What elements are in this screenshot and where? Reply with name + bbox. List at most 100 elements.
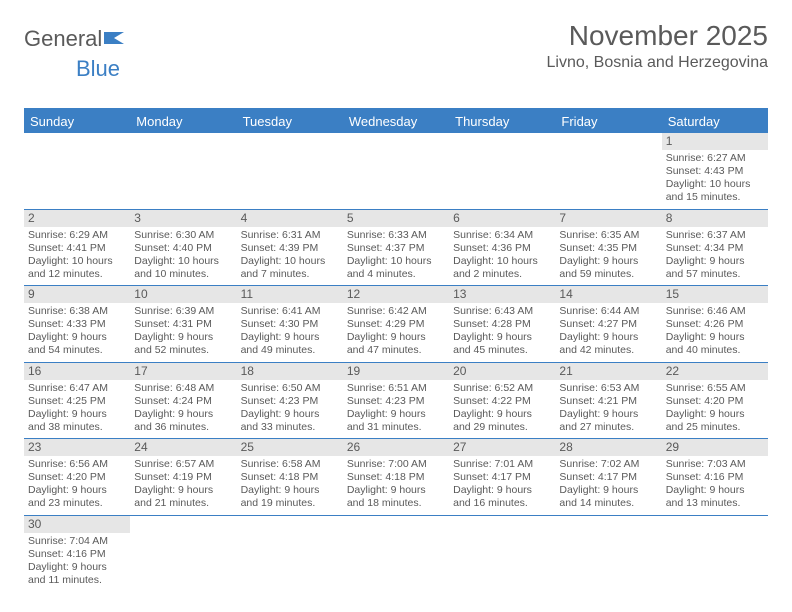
sunset-line: Sunset: 4:43 PM	[666, 165, 764, 178]
day-number	[343, 516, 449, 533]
sunset-line: Sunset: 4:21 PM	[559, 395, 657, 408]
day-number: 21	[555, 363, 661, 380]
daylight-line: Daylight: 9 hours and 36 minutes.	[134, 408, 232, 434]
sunset-line: Sunset: 4:25 PM	[28, 395, 126, 408]
cell-body: Sunrise: 6:57 AMSunset: 4:19 PMDaylight:…	[130, 456, 236, 515]
cell-body: Sunrise: 6:55 AMSunset: 4:20 PMDaylight:…	[662, 380, 768, 439]
day-number: 19	[343, 363, 449, 380]
day-number: 1	[662, 133, 768, 150]
cell-body: Sunrise: 7:00 AMSunset: 4:18 PMDaylight:…	[343, 456, 449, 515]
day-number: 17	[130, 363, 236, 380]
sunrise-line: Sunrise: 6:39 AM	[134, 305, 232, 318]
calendar-cell	[343, 516, 449, 592]
day-number: 9	[24, 286, 130, 303]
calendar-cell: 9Sunrise: 6:38 AMSunset: 4:33 PMDaylight…	[24, 286, 130, 362]
sunrise-line: Sunrise: 6:44 AM	[559, 305, 657, 318]
sunset-line: Sunset: 4:39 PM	[241, 242, 339, 255]
day-number	[24, 133, 130, 150]
cell-body: Sunrise: 7:02 AMSunset: 4:17 PMDaylight:…	[555, 456, 661, 515]
day-number	[130, 133, 236, 150]
sunrise-line: Sunrise: 6:37 AM	[666, 229, 764, 242]
cell-body: Sunrise: 7:01 AMSunset: 4:17 PMDaylight:…	[449, 456, 555, 515]
sunrise-line: Sunrise: 6:50 AM	[241, 382, 339, 395]
week-row: 23Sunrise: 6:56 AMSunset: 4:20 PMDayligh…	[24, 439, 768, 516]
daylight-line: Daylight: 9 hours and 42 minutes.	[559, 331, 657, 357]
calendar-cell: 15Sunrise: 6:46 AMSunset: 4:26 PMDayligh…	[662, 286, 768, 362]
day-number: 20	[449, 363, 555, 380]
day-number: 25	[237, 439, 343, 456]
calendar-cell	[130, 133, 236, 209]
daylight-line: Daylight: 9 hours and 29 minutes.	[453, 408, 551, 434]
sunset-line: Sunset: 4:29 PM	[347, 318, 445, 331]
sunset-line: Sunset: 4:23 PM	[347, 395, 445, 408]
sunrise-line: Sunrise: 7:01 AM	[453, 458, 551, 471]
sunrise-line: Sunrise: 6:56 AM	[28, 458, 126, 471]
sunrise-line: Sunrise: 7:04 AM	[28, 535, 126, 548]
sunrise-line: Sunrise: 7:02 AM	[559, 458, 657, 471]
cell-body	[555, 150, 661, 198]
daylight-line: Daylight: 9 hours and 31 minutes.	[347, 408, 445, 434]
day-header: Saturday	[662, 110, 768, 133]
day-header-row: SundayMondayTuesdayWednesdayThursdayFrid…	[24, 110, 768, 133]
calendar-cell	[555, 133, 661, 209]
day-number	[662, 516, 768, 533]
day-number	[449, 516, 555, 533]
cell-body	[662, 533, 768, 581]
cell-body: Sunrise: 6:35 AMSunset: 4:35 PMDaylight:…	[555, 227, 661, 286]
weeks-container: 1Sunrise: 6:27 AMSunset: 4:43 PMDaylight…	[24, 133, 768, 591]
cell-body: Sunrise: 6:56 AMSunset: 4:20 PMDaylight:…	[24, 456, 130, 515]
calendar-cell: 13Sunrise: 6:43 AMSunset: 4:28 PMDayligh…	[449, 286, 555, 362]
calendar-cell: 11Sunrise: 6:41 AMSunset: 4:30 PMDayligh…	[237, 286, 343, 362]
sunrise-line: Sunrise: 6:33 AM	[347, 229, 445, 242]
daylight-line: Daylight: 9 hours and 38 minutes.	[28, 408, 126, 434]
sunset-line: Sunset: 4:41 PM	[28, 242, 126, 255]
calendar-cell: 17Sunrise: 6:48 AMSunset: 4:24 PMDayligh…	[130, 363, 236, 439]
calendar-cell: 22Sunrise: 6:55 AMSunset: 4:20 PMDayligh…	[662, 363, 768, 439]
day-number: 8	[662, 210, 768, 227]
cell-body: Sunrise: 6:33 AMSunset: 4:37 PMDaylight:…	[343, 227, 449, 286]
cell-body: Sunrise: 6:31 AMSunset: 4:39 PMDaylight:…	[237, 227, 343, 286]
daylight-line: Daylight: 9 hours and 33 minutes.	[241, 408, 339, 434]
day-number: 12	[343, 286, 449, 303]
calendar-cell: 19 Sunrise: 6:51 AMSunset: 4:23 PMDayligh…	[343, 363, 449, 439]
day-number: 16	[24, 363, 130, 380]
cell-body	[130, 533, 236, 581]
daylight-line: Daylight: 9 hours and 23 minutes.	[28, 484, 126, 510]
day-header: Monday	[130, 110, 236, 133]
day-header: Sunday	[24, 110, 130, 133]
day-number: 30	[24, 516, 130, 533]
calendar-cell	[449, 516, 555, 592]
sunset-line: Sunset: 4:30 PM	[241, 318, 339, 331]
calendar-cell: 28Sunrise: 7:02 AMSunset: 4:17 PMDayligh…	[555, 439, 661, 515]
calendar-cell: 29Sunrise: 7:03 AMSunset: 4:16 PMDayligh…	[662, 439, 768, 515]
daylight-line: Daylight: 9 hours and 54 minutes.	[28, 331, 126, 357]
calendar-cell: 3Sunrise: 6:30 AMSunset: 4:40 PMDaylight…	[130, 210, 236, 286]
sunrise-line: Sunrise: 6:51 AM	[347, 382, 445, 395]
sunset-line: Sunset: 4:33 PM	[28, 318, 126, 331]
sunrise-line: Sunrise: 6:58 AM	[241, 458, 339, 471]
brand-part1: General	[24, 26, 102, 52]
daylight-line: Daylight: 10 hours and 2 minutes.	[453, 255, 551, 281]
sunrise-line: Sunrise: 6:30 AM	[134, 229, 232, 242]
calendar-cell	[343, 133, 449, 209]
sunset-line: Sunset: 4:16 PM	[28, 548, 126, 561]
day-header: Wednesday	[343, 110, 449, 133]
day-number: 11	[237, 286, 343, 303]
cell-body: Sunrise: 6:42 AMSunset: 4:29 PMDaylight:…	[343, 303, 449, 362]
calendar-cell	[237, 133, 343, 209]
cell-body	[449, 150, 555, 198]
daylight-line: Daylight: 9 hours and 47 minutes.	[347, 331, 445, 357]
week-row: 9Sunrise: 6:38 AMSunset: 4:33 PMDaylight…	[24, 286, 768, 363]
sunset-line: Sunset: 4:16 PM	[666, 471, 764, 484]
day-number	[343, 133, 449, 150]
day-number: 15	[662, 286, 768, 303]
sunrise-line: Sunrise: 6:55 AM	[666, 382, 764, 395]
cell-body	[237, 150, 343, 198]
sunset-line: Sunset: 4:18 PM	[241, 471, 339, 484]
cell-body: Sunrise: 6:29 AMSunset: 4:41 PMDaylight:…	[24, 227, 130, 286]
calendar-cell	[237, 516, 343, 592]
calendar-cell: 6Sunrise: 6:34 AMSunset: 4:36 PMDaylight…	[449, 210, 555, 286]
sunset-line: Sunset: 4:19 PM	[134, 471, 232, 484]
cell-body	[24, 150, 130, 198]
day-number: 23	[24, 439, 130, 456]
